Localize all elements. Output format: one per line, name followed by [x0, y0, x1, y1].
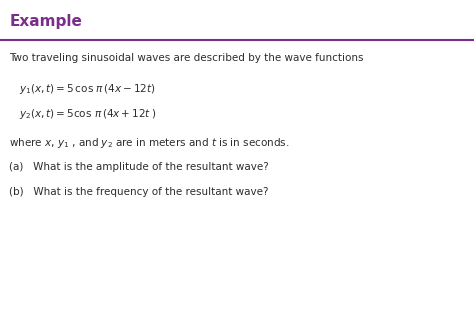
Text: where $x$, $y_1$ , and $y_2$ are in meters and $t$ is in seconds.: where $x$, $y_1$ , and $y_2$ are in mete… — [9, 136, 290, 150]
Text: (b)   What is the frequency of the resultant wave?: (b) What is the frequency of the resulta… — [9, 187, 269, 197]
Text: Example: Example — [9, 14, 82, 29]
Text: (a)   What is the amplitude of the resultant wave?: (a) What is the amplitude of the resulta… — [9, 162, 269, 172]
Text: Two traveling sinusoidal waves are described by the wave functions: Two traveling sinusoidal waves are descr… — [9, 53, 364, 63]
Text: $y_2(x,t)=5\cos\,\pi\,(4x+12t\;)$: $y_2(x,t)=5\cos\,\pi\,(4x+12t\;)$ — [19, 107, 157, 121]
Text: $y_1(x,t)=5\,\cos\,\pi\,(4x-12t)$: $y_1(x,t)=5\,\cos\,\pi\,(4x-12t)$ — [19, 82, 155, 96]
